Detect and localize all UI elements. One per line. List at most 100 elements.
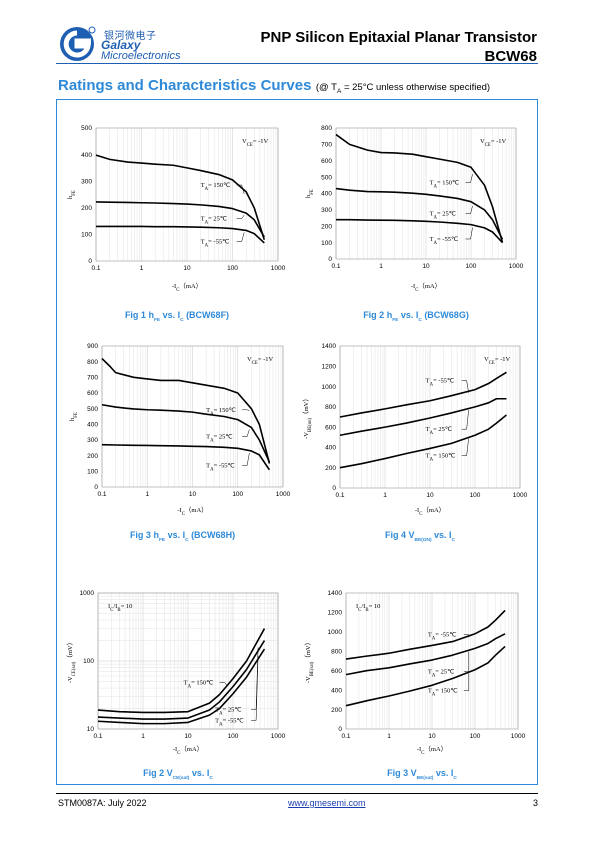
series-label-part: = 150℃ <box>208 182 231 189</box>
y-axis-label-part: BE(on) <box>308 417 313 432</box>
y-tick-label: 200 <box>321 223 332 230</box>
page-number: 3 <box>533 798 539 808</box>
series-label-part: A <box>205 187 209 192</box>
x-axis-label: -IC（mA） <box>411 282 441 293</box>
figure-caption-part: vs. I <box>189 768 209 778</box>
test-condition-label-part: /I <box>113 603 117 610</box>
x-tick-label: 100 <box>466 263 477 270</box>
series-label-part: T <box>426 453 430 460</box>
series-label-part: = -55℃ <box>433 378 455 385</box>
test-condition-label-part: CE <box>247 143 253 148</box>
x-tick-label: 1000 <box>511 733 526 740</box>
series-label-part: = -55℃ <box>437 236 459 243</box>
series-line <box>97 640 266 720</box>
series-label-leader <box>236 214 245 219</box>
x-tick-label: 1000 <box>271 265 286 272</box>
y-tick-label: 200 <box>325 465 336 472</box>
x-axis-label-part: （mA） <box>424 745 447 753</box>
gridlines <box>335 128 517 259</box>
x-tick-label: 100 <box>228 733 239 740</box>
y-tick-label: 100 <box>87 469 98 476</box>
series-label-part: T <box>430 236 434 243</box>
gridlines <box>345 593 519 729</box>
x-axis-label-part: C <box>176 288 179 293</box>
series-line <box>345 633 506 676</box>
test-condition-label: VCE= -1V <box>242 138 269 148</box>
x-tick-label: 10 <box>189 491 197 498</box>
figure-caption-part: vs. I <box>160 310 180 320</box>
series-label-part: A <box>432 692 436 697</box>
series-label-part: T <box>206 433 210 440</box>
series-label-part: A <box>434 215 438 220</box>
x-axis-label-part: C <box>182 512 185 517</box>
x-axis-label-part: （mA） <box>418 282 441 290</box>
x-axis-label-part: （mA） <box>185 506 208 514</box>
y-tick-label: 1400 <box>322 343 337 350</box>
series-label-part: = 150℃ <box>214 407 237 414</box>
x-tick-label: 10 <box>184 733 192 740</box>
x-axis-label-part: （mA） <box>422 506 445 514</box>
series-line <box>101 403 271 463</box>
series-label-part: = 25℃ <box>223 707 243 714</box>
y-tick-label: 800 <box>87 359 98 366</box>
y-tick-label: 600 <box>321 158 332 165</box>
condition-rest: = 25°C unless otherwise specified) <box>341 82 491 93</box>
y-tick-label: 800 <box>325 404 336 411</box>
test-condition-label-part: = -1V <box>258 356 274 363</box>
y-axis-label-part: h <box>67 195 74 199</box>
series-line <box>101 443 271 471</box>
x-tick-label: 0.1 <box>341 733 350 740</box>
series-label-part: A <box>205 220 209 225</box>
series-label-part: = 25℃ <box>208 216 228 223</box>
series-label-part: T <box>206 462 210 469</box>
x-tick-label: 1 <box>387 733 391 740</box>
series-label: TA= 25℃ <box>430 211 457 221</box>
series-label-leader <box>463 673 470 691</box>
chart-hfe-bcw68f: 0.1 1 10 100 10000100200300400500-IC（mA）hFEV… <box>67 125 286 322</box>
series-label-leader <box>242 452 250 466</box>
x-axis-label-part: （mA） <box>180 745 203 753</box>
charts-frame <box>56 99 538 785</box>
x-axis-label-part: C <box>415 288 418 293</box>
series-label-part: A <box>210 438 214 443</box>
figure-caption-part: BE(ON) <box>414 537 431 543</box>
figure-caption-part: vs. I <box>398 310 418 320</box>
figure-caption-part: Fig 1 h <box>125 310 154 320</box>
series-line <box>345 609 506 660</box>
brand-name-line2: Microelectronics <box>101 50 181 62</box>
test-condition-label-part: V <box>484 356 489 363</box>
series-label: TA= 25℃ <box>201 216 228 226</box>
x-tick-label: 1 <box>141 733 145 740</box>
figure-caption-part: FE <box>159 537 166 543</box>
y-tick-label: 300 <box>87 437 98 444</box>
y-tick-label: 300 <box>321 207 332 214</box>
x-tick-label: 100 <box>232 491 243 498</box>
figure-caption-part: C <box>418 317 422 323</box>
figure-caption-part: vs. I <box>433 768 453 778</box>
y-tick-label: 100 <box>81 232 92 239</box>
figure-caption-part: Fig 3 h <box>130 530 159 540</box>
x-axis-label-part: -I <box>411 283 415 290</box>
x-tick-label: 100 <box>470 492 481 499</box>
x-tick-label: 1000 <box>276 491 291 498</box>
figure-caption-part: FE <box>392 317 399 323</box>
series-label-leader <box>465 173 473 183</box>
series-label-part: A <box>434 184 438 189</box>
series-label-leader <box>219 682 227 686</box>
series-line <box>339 397 507 437</box>
y-axis-label-part: CE(sat) <box>72 661 77 676</box>
test-condition-label: IC/IB= 10 <box>108 603 132 613</box>
x-axis-label-part: -I <box>417 746 421 753</box>
series-label-part: = 25℃ <box>433 426 453 433</box>
y-tick-label: 0 <box>338 726 342 733</box>
series-line <box>96 225 265 244</box>
chart-hfe-bcw68g: 0.1 1 10 100 1000 0 100 200 300 400 500 600 700 800 -I… <box>305 125 524 323</box>
series-label-part: T <box>426 378 430 385</box>
website-link[interactable]: www.gmesemi.com <box>288 798 366 808</box>
figure-caption-part: CE(sat) <box>173 775 190 781</box>
x-axis-label-part: -I <box>172 283 176 290</box>
plot-area-border <box>95 127 279 262</box>
y-axis-label-part: BE(sat) <box>310 661 315 676</box>
series-line <box>335 187 504 240</box>
part-number: BCW68 <box>484 48 537 65</box>
